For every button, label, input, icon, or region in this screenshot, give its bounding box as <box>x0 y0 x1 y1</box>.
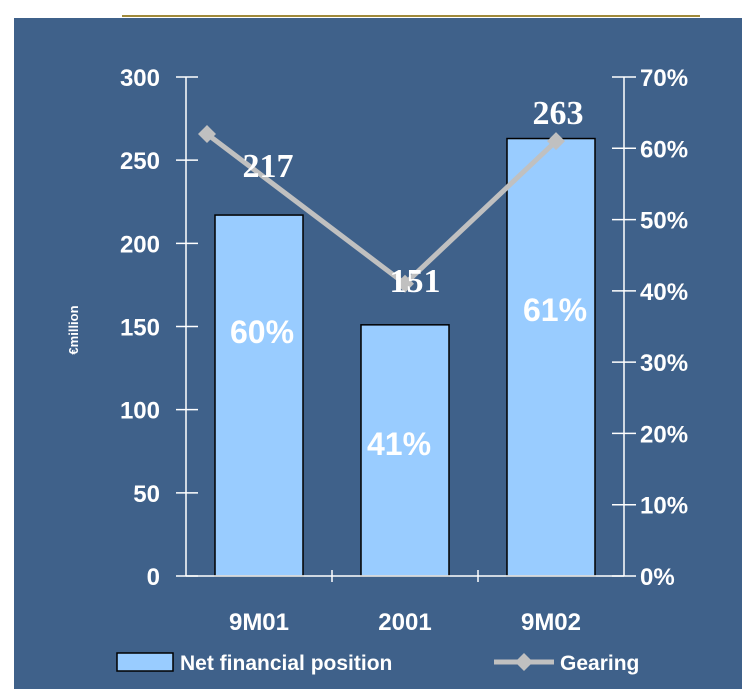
bar-value-label: 217 <box>243 148 294 185</box>
y-tick-label: 0 <box>147 564 160 591</box>
y2-tick-label: 50% <box>640 208 688 235</box>
bar-9M02 <box>506 137 596 577</box>
y-tick-label: 50 <box>133 481 160 508</box>
gearing-value-label: 41% <box>367 426 431 462</box>
bar-2001 <box>360 324 450 577</box>
gearing-point-9M01 <box>198 125 216 144</box>
y2-tick-label: 70% <box>640 65 688 92</box>
bar-value-label: 151 <box>390 263 441 300</box>
y-tick-label: 150 <box>120 315 160 342</box>
legend-swatch-marker <box>515 653 533 671</box>
bar-9M01 <box>214 214 304 577</box>
gearing-point-2001 <box>396 274 414 293</box>
x-tick-label: 9M01 <box>229 609 289 636</box>
x-tick-label: 2001 <box>378 609 431 636</box>
y-axis-title: €million <box>66 305 81 354</box>
y-tick-label: 300 <box>120 65 160 92</box>
y-tick-label: 200 <box>120 231 160 258</box>
bar-value-label: 263 <box>533 95 584 132</box>
y2-tick-label: 20% <box>640 421 688 448</box>
y2-tick-label: 40% <box>640 279 688 306</box>
y2-tick-label: 10% <box>640 493 688 520</box>
y2-tick-label: 0% <box>640 564 675 591</box>
gearing-value-label: 61% <box>523 292 587 328</box>
gearing-value-label: 60% <box>230 314 294 350</box>
y-tick-label: 250 <box>120 148 160 175</box>
legend-label-line: Gearing <box>560 652 639 675</box>
top-border-bar <box>122 0 700 17</box>
gearing-point-9M02 <box>547 132 565 151</box>
legend-label-bars: Net financial position <box>180 652 392 675</box>
y-tick-label: 100 <box>120 398 160 425</box>
y2-tick-label: 30% <box>640 350 688 377</box>
legend-swatch-bars <box>116 652 174 672</box>
x-tick-label: 9M02 <box>521 609 581 636</box>
y2-tick-label: 60% <box>640 136 688 163</box>
